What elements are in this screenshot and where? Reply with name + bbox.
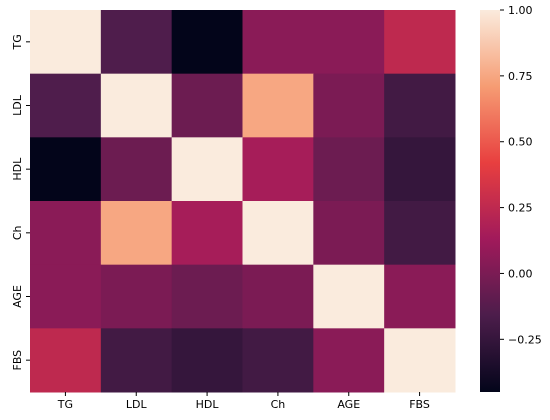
x-tick-label: TG [57, 398, 73, 411]
heatmap-cell-LDL-FBS [384, 73, 456, 138]
heatmap-cell-LDL-HDL [171, 73, 243, 138]
heatmap-cells [30, 10, 456, 393]
heatmap-cell-Ch-LDL [100, 201, 173, 266]
colorbar-tick-label: 0.25 [508, 202, 533, 215]
y-axis-ticks: TG LDL HDL Ch AGE FBS [11, 34, 30, 371]
y-tick-label: FBS [11, 350, 24, 371]
heatmap-cell-Ch-AGE [313, 201, 385, 266]
heatmap-cell-LDL-Ch [242, 73, 314, 138]
heatmap-cell-HDL-HDL [171, 137, 243, 202]
heatmap-cell-HDL-AGE [313, 137, 385, 202]
heatmap-cell-Ch-HDL [171, 201, 243, 266]
heatmap-cell-HDL-TG [30, 137, 102, 202]
heatmap-cell-HDL-Ch [242, 137, 314, 202]
colorbar-tick-label: 0.50 [508, 136, 533, 149]
x-tick-label: Ch [271, 398, 286, 411]
x-tick-label: FBS [409, 398, 430, 411]
heatmap-cell-HDL-LDL [100, 137, 173, 202]
heatmap-cell-AGE-TG [30, 264, 102, 329]
heatmap-cell-FBS-Ch [242, 328, 314, 393]
heatmap-cell-FBS-TG [30, 328, 102, 393]
heatmap-cell-Ch-Ch [242, 201, 314, 266]
y-tick-label: HDL [11, 157, 24, 181]
colorbar-tick-label: 0.00 [508, 267, 533, 280]
heatmap-cell-TG-FBS [384, 10, 456, 75]
y-tick-label: AGE [11, 285, 24, 308]
y-tick-label: LDL [11, 94, 24, 116]
x-axis-ticks: TG LDL HDL Ch AGE FBS [57, 392, 430, 411]
heatmap-cell-AGE-Ch [242, 264, 314, 329]
heatmap-cell-TG-Ch [242, 10, 314, 75]
x-tick-label: HDL [196, 398, 220, 411]
heatmap-cell-Ch-TG [30, 201, 102, 266]
heatmap-cell-LDL-LDL [100, 73, 173, 138]
heatmap-cell-TG-AGE [313, 10, 385, 75]
heatmap-cell-FBS-LDL [100, 328, 173, 393]
heatmap-cell-TG-HDL [171, 10, 243, 75]
heatmap-cell-LDL-AGE [313, 73, 385, 138]
heatmap-cell-AGE-FBS [384, 264, 456, 329]
colorbar-tick-label: 0.75 [508, 70, 533, 83]
y-tick-label: TG [11, 34, 24, 50]
heatmap-cell-FBS-AGE [313, 328, 385, 393]
colorbar-tick-label: −0.25 [508, 333, 542, 346]
colorbar: 1.00 0.75 0.50 0.25 0.00 −0.25 [480, 4, 542, 392]
heatmap-cell-LDL-TG [30, 73, 102, 138]
x-tick-label: LDL [126, 398, 148, 411]
heatmap-cell-AGE-LDL [100, 264, 173, 329]
colorbar-tick-label: 1.00 [508, 4, 533, 17]
heatmap-cell-HDL-FBS [384, 137, 456, 202]
heatmap-cell-AGE-AGE [313, 264, 385, 329]
heatmap-cell-TG-TG [30, 10, 102, 75]
colorbar-gradient [480, 10, 500, 392]
heatmap-cell-FBS-HDL [171, 328, 243, 393]
y-tick-label: Ch [11, 225, 24, 240]
heatmap-cell-Ch-FBS [384, 201, 456, 266]
heatmap-cell-FBS-FBS [384, 328, 456, 393]
x-tick-label: AGE [337, 398, 360, 411]
heatmap-cell-TG-LDL [100, 10, 173, 75]
heatmap-cell-AGE-HDL [171, 264, 243, 329]
